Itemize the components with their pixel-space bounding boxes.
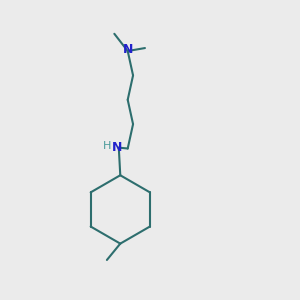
Text: N: N (112, 141, 122, 154)
Text: N: N (122, 43, 133, 56)
Text: H: H (103, 141, 111, 151)
